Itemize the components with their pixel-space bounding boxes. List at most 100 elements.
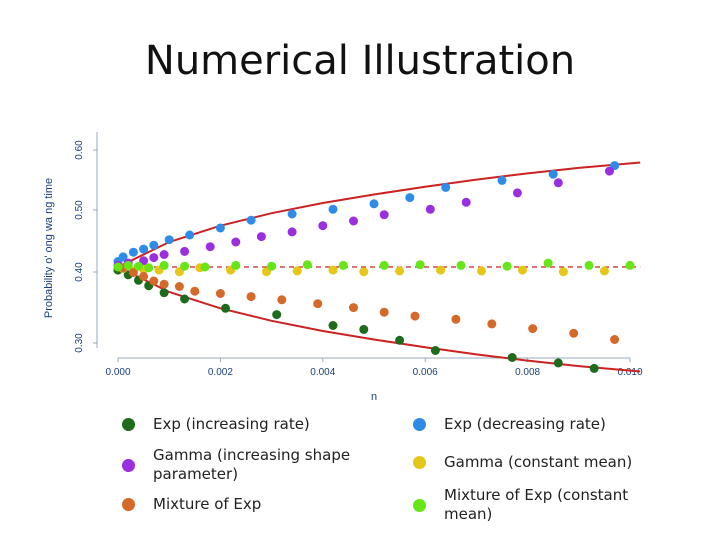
y-tick-label: 0.30 <box>74 333 85 353</box>
legend-marker <box>122 458 135 472</box>
legend-label: Exp (decreasing rate) <box>444 415 606 433</box>
data-point <box>174 282 184 291</box>
data-point <box>215 289 225 298</box>
data-point <box>548 169 558 179</box>
data-point <box>497 175 507 185</box>
data-point <box>231 260 241 270</box>
data-point <box>436 265 446 275</box>
data-point <box>518 265 527 275</box>
legend-label: Exp (increasing rate) <box>153 415 310 433</box>
data-point <box>395 266 405 276</box>
data-point <box>215 223 225 233</box>
legend-label: Mixture of Exp <box>153 495 262 513</box>
data-point <box>149 276 159 286</box>
x-tick-label: 0.002 <box>208 367 233 378</box>
data-point <box>359 267 369 277</box>
data-point <box>430 346 440 355</box>
data-point <box>349 216 358 226</box>
data-point <box>159 279 169 289</box>
x-tick-label: 0.004 <box>310 367 335 378</box>
data-point <box>610 335 620 344</box>
data-point <box>318 221 328 231</box>
legend-label: Gamma (constant mean) <box>444 453 633 471</box>
slide-title: Numerical Illustration <box>144 38 576 84</box>
data-points <box>113 161 635 373</box>
data-point <box>589 363 599 373</box>
data-point <box>502 261 512 271</box>
data-point <box>415 260 425 270</box>
data-point <box>180 294 190 304</box>
series-points <box>113 166 614 270</box>
data-point <box>180 261 190 271</box>
data-point <box>231 237 241 247</box>
data-point <box>359 324 369 334</box>
x-tick-label: 0.008 <box>515 367 540 378</box>
data-point <box>313 299 323 309</box>
data-point <box>553 178 563 188</box>
data-point <box>139 244 149 254</box>
legend-label: Mixture of Exp (constant mean) <box>444 486 629 523</box>
data-point <box>558 267 568 277</box>
fitted-curve <box>117 161 641 268</box>
data-point <box>328 321 338 330</box>
data-point <box>599 266 609 276</box>
data-point <box>113 262 123 272</box>
data-point <box>584 260 594 270</box>
series-points <box>118 263 620 344</box>
series-points <box>118 263 609 277</box>
data-point <box>512 188 522 198</box>
series-points <box>113 265 599 373</box>
data-point <box>302 260 312 270</box>
legend-marker <box>413 418 426 431</box>
data-point <box>190 286 200 296</box>
data-point <box>379 260 389 270</box>
data-point <box>123 260 133 270</box>
data-point <box>543 258 553 268</box>
y-tick-label: 0.60 <box>74 140 85 160</box>
data-point <box>118 252 128 262</box>
data-point <box>456 260 466 270</box>
data-point <box>159 250 169 259</box>
data-point <box>410 311 420 321</box>
data-point <box>256 232 266 242</box>
series-points <box>113 258 635 273</box>
data-point <box>349 303 358 313</box>
data-point <box>441 182 451 192</box>
fitted-curves <box>117 161 641 373</box>
x-tick-label: 0.000 <box>105 367 130 378</box>
data-point <box>185 230 195 240</box>
data-point <box>328 265 338 275</box>
data-point <box>164 235 174 245</box>
data-point <box>369 199 379 209</box>
x-tick-label: 0.006 <box>413 367 438 378</box>
data-point <box>451 314 461 324</box>
data-point <box>528 324 538 334</box>
data-point <box>487 319 497 329</box>
data-point <box>144 263 154 273</box>
legend-item: Gamma (increasing shape parameter) <box>122 446 372 484</box>
legend-marker <box>413 498 426 512</box>
y-tick-label: 0.40 <box>74 262 85 282</box>
data-point <box>205 242 215 252</box>
data-point <box>139 271 149 281</box>
y-tick-label: 0.50 <box>74 200 85 220</box>
x-tick-label: 0.010 <box>617 367 642 378</box>
data-point <box>477 266 486 276</box>
series-points <box>113 161 620 266</box>
data-point <box>128 268 138 277</box>
data-point <box>287 227 297 237</box>
data-point <box>425 204 435 214</box>
data-point <box>507 353 517 362</box>
data-point <box>221 303 230 313</box>
data-point <box>159 288 169 298</box>
data-point <box>379 307 389 317</box>
data-point <box>379 210 389 220</box>
x-axis-label: η <box>371 391 377 400</box>
legend-item: Mixture of Exp (constant mean) <box>413 486 693 524</box>
data-point <box>605 166 614 176</box>
data-point <box>277 295 287 305</box>
y-axis-label: Probability o' ong wa ng time <box>43 178 55 318</box>
data-point <box>395 335 405 345</box>
data-point <box>625 260 635 270</box>
data-point <box>292 266 302 276</box>
